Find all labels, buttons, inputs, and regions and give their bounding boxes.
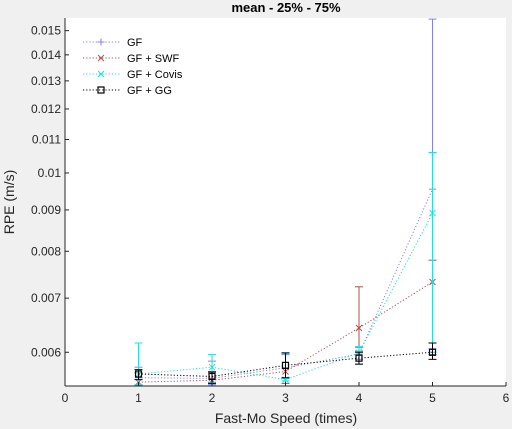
data-point <box>134 370 143 378</box>
legend-marker <box>97 54 105 62</box>
series-4 <box>134 342 437 384</box>
legend-marker-b <box>97 54 105 62</box>
data-point <box>281 361 290 369</box>
data-point <box>428 348 437 356</box>
data-point <box>355 324 363 332</box>
axes-layer: 0 1 2 3 4 5 6 0.006 0.007 0.008 0.009 0.01 0.011 0.01… <box>31 18 510 405</box>
y-tick-label: 0.013 <box>31 74 61 88</box>
error-bar <box>428 342 437 360</box>
legend-label: GF + SWF <box>127 53 180 65</box>
legend-entry-1: GF <box>83 37 143 49</box>
x-axis-label: Fast-Mo Speed (times) <box>215 410 357 426</box>
y-tick-label: 0.009 <box>31 203 61 217</box>
legend-entry-3: GF + Covis <box>83 69 183 81</box>
x-tick-label: 2 <box>209 391 216 405</box>
y-tick-label: 0.007 <box>31 291 61 305</box>
y-tick-label: 0.012 <box>31 102 61 116</box>
y-tick-label: 0.011 <box>32 133 61 147</box>
legend-marker <box>97 70 105 78</box>
legend-entry-4: GF + GG <box>83 85 172 97</box>
x-tick-label: 4 <box>356 391 363 405</box>
y-tick-label: 0.006 <box>31 345 61 359</box>
legend-label: GF + Covis <box>127 69 183 81</box>
data-point-b <box>208 363 216 371</box>
x-tick-label: 1 <box>135 391 142 405</box>
y-tick-label: 0.008 <box>31 244 61 258</box>
legend-marker <box>97 38 105 46</box>
data-point-b <box>355 324 363 332</box>
data-point <box>134 370 143 378</box>
legend-marker-b <box>97 70 105 78</box>
data-point <box>428 348 437 356</box>
legend: GF GF + SWF GF + Covis GF + GG <box>76 32 198 102</box>
legend-marker <box>97 86 105 94</box>
data-point <box>281 361 290 369</box>
data-point <box>208 363 216 371</box>
data-point <box>208 372 216 381</box>
legend-entry-2: GF + SWF <box>83 53 180 65</box>
legend-label: GF <box>127 37 143 49</box>
series-line <box>138 351 433 377</box>
data-point <box>355 354 363 362</box>
chart-title: mean - 25% - 75% <box>231 0 341 15</box>
x-tick-label: 3 <box>282 391 289 405</box>
y-axis-label: RPE (m/s) <box>1 170 17 235</box>
x-tick-label: 6 <box>503 391 510 405</box>
x-tick-label: 5 <box>429 391 436 405</box>
series-layer <box>134 18 437 386</box>
legend-label: GF + GG <box>127 85 172 97</box>
data-point <box>429 209 436 217</box>
data-point-b <box>429 209 436 217</box>
y-tick-label: 0.01 <box>38 166 62 180</box>
data-point <box>355 354 363 362</box>
legend-marker <box>97 86 105 94</box>
y-tick-label: 0.015 <box>31 24 61 38</box>
data-point <box>208 372 216 381</box>
y-tick-label: 0.014 <box>31 48 61 62</box>
x-tick-label: 0 <box>62 391 69 405</box>
